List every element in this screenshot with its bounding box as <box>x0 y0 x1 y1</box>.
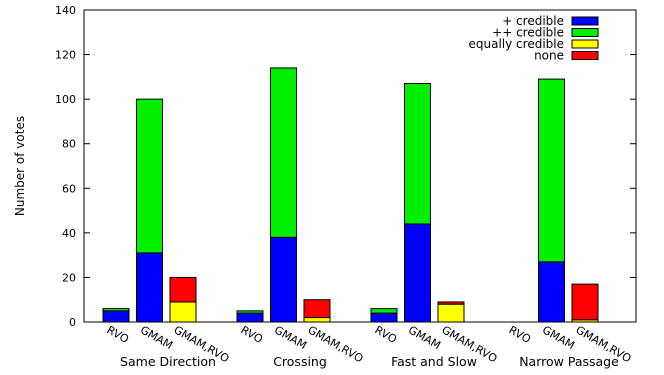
bar-segment <box>404 83 431 225</box>
bar-label: RVO <box>373 323 400 346</box>
y-tick-label: 80 <box>62 138 76 151</box>
bar-segment <box>437 303 465 323</box>
bar-segment <box>270 236 297 323</box>
y-tick-label: 40 <box>62 227 76 240</box>
bar-label: RVO <box>105 323 132 346</box>
y-tick-label: 100 <box>55 93 76 106</box>
plot-frame <box>83 9 637 323</box>
bar-segment <box>571 283 599 321</box>
bar-segment <box>169 301 197 323</box>
bar-label: GMAM <box>406 323 443 352</box>
bar-segment <box>538 261 565 323</box>
bars-layer <box>102 67 599 323</box>
group-label: Narrow Passage <box>519 354 619 369</box>
y-tick-label: 140 <box>55 4 76 17</box>
bar-label: GMAM <box>138 323 175 352</box>
group-label: Fast and Slow <box>391 354 477 369</box>
bar-segment <box>270 67 297 238</box>
legend-swatch <box>571 39 599 49</box>
bar-segment <box>538 78 565 263</box>
bar-segment <box>437 301 465 305</box>
bar-segment <box>303 299 331 319</box>
bar-label: RVO <box>507 323 534 346</box>
group-label: Crossing <box>273 354 327 369</box>
bar-segment <box>102 308 130 312</box>
y-tick-label: 120 <box>55 49 76 62</box>
bar-segment <box>236 312 264 323</box>
bar-segment <box>169 276 197 303</box>
legend-label: equally credible <box>469 37 564 51</box>
bar-segment <box>370 308 398 314</box>
bar-segment <box>102 310 130 323</box>
legend-label: + credible <box>502 14 564 28</box>
bar-segment <box>136 98 163 254</box>
bar-segment <box>303 317 331 323</box>
y-tick-label: 0 <box>69 316 76 329</box>
bar-label: GMAM <box>540 323 577 352</box>
y-tick-label: 20 <box>62 271 76 284</box>
y-tick-label: 60 <box>62 182 76 195</box>
bar-segment <box>236 310 264 314</box>
bar-segment <box>136 252 163 323</box>
y-axis-title: Number of votes <box>13 116 27 216</box>
legend-swatch <box>571 28 599 37</box>
legend-swatch <box>571 16 599 26</box>
legend-swatch <box>571 51 599 60</box>
y-axis: 0 20 40 60 80 100 120 140 <box>55 4 636 329</box>
group-label: Same Direction <box>120 354 216 369</box>
bar-label: GMAM <box>272 323 309 352</box>
legend-label: none <box>534 49 564 63</box>
bar-segment <box>370 312 398 323</box>
legend-label: ++ credible <box>492 26 564 40</box>
bar-segment <box>404 223 431 323</box>
bar-label: RVO <box>239 323 266 346</box>
